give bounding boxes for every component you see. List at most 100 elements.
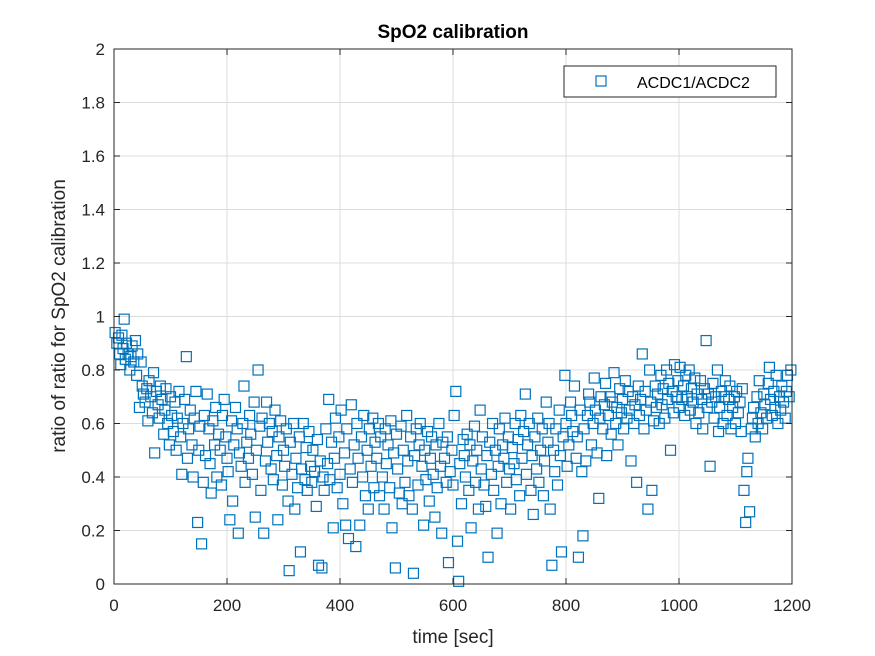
data-point (318, 484, 330, 496)
data-point (228, 439, 240, 451)
data-point (538, 455, 551, 467)
data-point (154, 380, 166, 392)
data-point (180, 351, 192, 363)
x-tick-label: 600 (439, 596, 467, 615)
data-point (357, 471, 369, 483)
data-point (527, 508, 539, 521)
data-point (608, 367, 620, 379)
data-point (714, 401, 726, 414)
data-point (135, 356, 147, 368)
data-point (294, 546, 307, 558)
data-point (355, 431, 368, 443)
data-point (368, 482, 380, 494)
data-point (757, 423, 769, 435)
x-tick-label: 400 (326, 596, 354, 615)
data-point (376, 471, 388, 483)
x-tick-label: 1200 (773, 596, 811, 615)
data-point (436, 527, 448, 539)
data-point (259, 455, 272, 467)
data-point (220, 431, 232, 443)
data-point (707, 377, 719, 389)
data-point (215, 479, 227, 491)
data-point (197, 476, 209, 488)
data-point (295, 463, 308, 475)
data-point (352, 452, 364, 464)
data-point (529, 431, 541, 443)
data-point (485, 468, 498, 480)
data-point (406, 503, 418, 515)
data-point (480, 500, 492, 513)
data-point (311, 433, 323, 446)
legend-entry: ACDC1/ACDC2 (637, 75, 750, 92)
data-point (192, 516, 204, 529)
data-point (260, 396, 273, 408)
x-axis-label: time [sec] (412, 627, 493, 648)
data-point (212, 428, 225, 440)
data-point (338, 447, 351, 459)
data-point (184, 404, 196, 416)
data-point (250, 444, 262, 456)
data-point (245, 428, 257, 440)
data-point (779, 412, 791, 424)
data-point (663, 377, 675, 389)
data-point (612, 439, 624, 451)
data-point (740, 516, 752, 529)
data-point (424, 452, 436, 464)
data-point (320, 423, 332, 435)
data-point (514, 490, 526, 502)
y-tick-label: 2 (96, 40, 105, 59)
data-point (614, 383, 626, 395)
data-point (450, 385, 462, 397)
data-point (300, 441, 312, 454)
data-point (455, 498, 468, 510)
data-point (448, 409, 460, 422)
data-point (248, 396, 260, 408)
data-point (594, 412, 606, 424)
data-point (532, 412, 544, 424)
data-point (577, 530, 589, 542)
data-point (551, 479, 564, 491)
data-point (182, 423, 195, 435)
data-point (179, 393, 191, 406)
data-point (283, 565, 295, 577)
data-point (736, 383, 748, 395)
x-tick-label: 800 (552, 596, 580, 615)
y-tick-label: 1.6 (81, 147, 105, 166)
data-point (521, 439, 534, 451)
data-point (131, 369, 143, 381)
data-point (488, 484, 500, 496)
data-point (744, 506, 756, 518)
data-point (749, 431, 761, 443)
data-point (323, 393, 335, 406)
data-point (340, 519, 352, 531)
data-point (568, 380, 581, 392)
data-point (395, 420, 407, 432)
data-point (329, 412, 342, 424)
data-point (785, 364, 797, 376)
data-point (598, 399, 611, 411)
data-point (176, 468, 188, 480)
data-point (275, 415, 287, 427)
data-point (492, 460, 504, 472)
x-tick-label: 0 (109, 596, 118, 615)
data-point (419, 444, 431, 456)
data-point (348, 439, 360, 451)
data-point (533, 476, 545, 488)
y-tick-label: 1.2 (81, 254, 105, 273)
data-point (553, 404, 565, 416)
data-point (210, 401, 222, 414)
data-point (354, 519, 366, 531)
data-point (561, 460, 573, 472)
data-point (235, 460, 247, 472)
legend-box (563, 65, 777, 98)
data-point (506, 441, 518, 454)
data-point (229, 401, 242, 414)
data-point (299, 474, 311, 486)
data-point (605, 428, 617, 440)
data-point (668, 359, 681, 371)
data-point (282, 495, 294, 507)
data-point (636, 348, 648, 360)
data-point (453, 575, 465, 587)
data-point (560, 417, 572, 430)
data-point (306, 476, 318, 488)
